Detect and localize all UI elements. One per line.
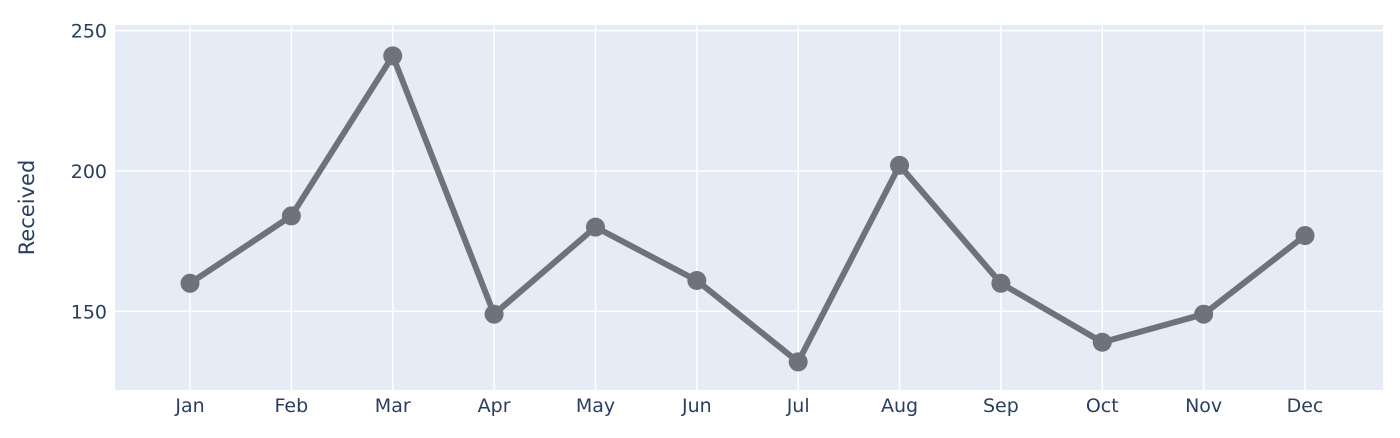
plot-area xyxy=(115,25,1383,390)
y-tick-label: 150 xyxy=(71,301,107,323)
data-point-jun[interactable] xyxy=(687,271,706,290)
data-point-jan[interactable] xyxy=(181,274,200,293)
data-point-dec[interactable] xyxy=(1296,226,1315,245)
data-point-aug[interactable] xyxy=(890,156,909,175)
x-tick-label: Jun xyxy=(681,395,712,417)
x-tick-label: Aug xyxy=(881,395,918,417)
x-tick-label: Jul xyxy=(786,395,810,417)
y-tick-label: 250 xyxy=(71,21,107,43)
x-tick-label: Dec xyxy=(1287,395,1324,417)
data-point-mar[interactable] xyxy=(383,46,402,65)
y-axis-title: Received xyxy=(15,160,39,256)
data-point-may[interactable] xyxy=(586,218,605,237)
x-tick-label: Mar xyxy=(375,395,411,417)
x-tick-label: May xyxy=(576,395,615,417)
x-tick-label: Oct xyxy=(1086,395,1119,417)
data-point-apr[interactable] xyxy=(485,305,504,324)
data-point-sep[interactable] xyxy=(991,274,1010,293)
data-point-feb[interactable] xyxy=(282,206,301,225)
y-tick-label: 200 xyxy=(71,161,107,183)
y-axis-ticks: 150 200 250 xyxy=(71,21,107,324)
x-tick-label: Feb xyxy=(275,395,309,417)
data-point-jul[interactable] xyxy=(789,352,808,371)
data-point-nov[interactable] xyxy=(1194,305,1213,324)
x-tick-label: Sep xyxy=(983,395,1019,417)
x-tick-label: Nov xyxy=(1185,395,1222,417)
x-tick-label: Jan xyxy=(174,395,204,417)
data-point-oct[interactable] xyxy=(1093,333,1112,352)
x-axis-ticks: Jan Feb Mar Apr May Jun Jul Aug Sep Oct Nov Dec xyxy=(174,395,1323,417)
x-tick-label: Apr xyxy=(478,395,511,417)
